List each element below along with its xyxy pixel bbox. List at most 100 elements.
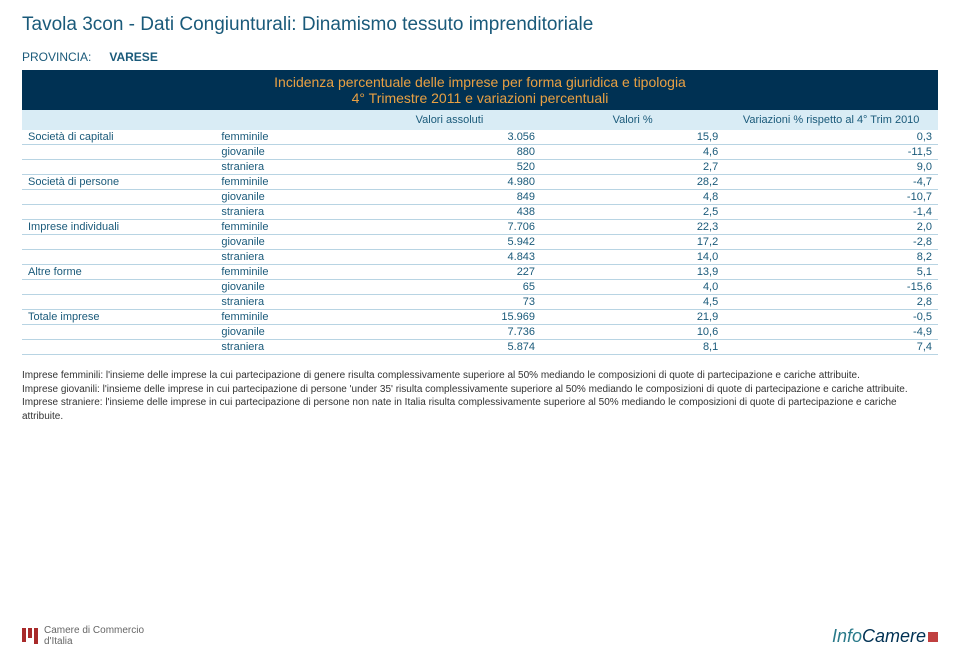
- cell-percent: 4,8: [541, 190, 724, 205]
- cell-category: [22, 280, 215, 295]
- cell-percent: 10,6: [541, 325, 724, 340]
- cell-category: [22, 340, 215, 355]
- cell-subcategory: giovanile: [215, 145, 357, 160]
- cell-category: [22, 160, 215, 175]
- cell-category: Totale imprese: [22, 310, 215, 325]
- table-row: Altre formefemminile22713,95,1: [22, 265, 938, 280]
- table-row: straniera4382,5-1,4: [22, 205, 938, 220]
- cell-absolute: 7.736: [358, 325, 541, 340]
- page-footer: Camere di Commercio d'Italia InfoCamere: [22, 625, 938, 647]
- cell-subcategory: giovanile: [215, 280, 357, 295]
- table-row: straniera5.8748,17,4: [22, 340, 938, 355]
- logo-right-camere: Camere: [862, 626, 926, 646]
- col-header-absolute: Valori assoluti: [358, 110, 541, 130]
- page-title: Tavola 3con - Dati Congiunturali: Dinami…: [22, 14, 938, 36]
- cell-absolute: 65: [358, 280, 541, 295]
- table-row: straniera5202,79,0: [22, 160, 938, 175]
- cell-variation: -4,7: [724, 175, 938, 190]
- footnotes: Imprese femminili: l'insieme delle impre…: [22, 369, 938, 423]
- cell-absolute: 15.969: [358, 310, 541, 325]
- table-subheading: Incidenza percentuale delle imprese per …: [22, 70, 938, 110]
- cell-absolute: 5.874: [358, 340, 541, 355]
- logo-infocamere: InfoCamere: [832, 626, 938, 647]
- province-label: PROVINCIA:: [22, 50, 91, 64]
- col-header-percent: Valori %: [541, 110, 724, 130]
- logo-left-line1: Camere di Commercio: [44, 625, 144, 636]
- cell-absolute: 73: [358, 295, 541, 310]
- cell-subcategory: straniera: [215, 205, 357, 220]
- cell-variation: 9,0: [724, 160, 938, 175]
- cell-category: [22, 325, 215, 340]
- cell-variation: 7,4: [724, 340, 938, 355]
- col-header-category: [22, 110, 215, 130]
- table-body: Società di capitalifemminile3.05615,90,3…: [22, 130, 938, 355]
- cell-subcategory: femminile: [215, 265, 357, 280]
- table-row: Società di capitalifemminile3.05615,90,3: [22, 130, 938, 145]
- cell-subcategory: femminile: [215, 130, 357, 145]
- cell-variation: 2,0: [724, 220, 938, 235]
- cell-percent: 4,6: [541, 145, 724, 160]
- cell-category: Imprese individuali: [22, 220, 215, 235]
- cell-variation: 8,2: [724, 250, 938, 265]
- cell-percent: 8,1: [541, 340, 724, 355]
- cell-variation: 5,1: [724, 265, 938, 280]
- cell-subcategory: giovanile: [215, 325, 357, 340]
- table-row: giovanile7.73610,6-4,9: [22, 325, 938, 340]
- cell-percent: 13,9: [541, 265, 724, 280]
- cell-variation: 0,3: [724, 130, 938, 145]
- cell-variation: -4,9: [724, 325, 938, 340]
- footnote-straniere: Imprese straniere: l'insieme delle impre…: [22, 396, 938, 423]
- col-header-subcategory: [215, 110, 357, 130]
- table-row: Imprese individualifemminile7.70622,32,0: [22, 220, 938, 235]
- cell-subcategory: giovanile: [215, 235, 357, 250]
- table-row: straniera4.84314,08,2: [22, 250, 938, 265]
- cell-percent: 2,5: [541, 205, 724, 220]
- logo-bars-icon: [22, 628, 38, 644]
- table-row: Società di personefemminile4.98028,2-4,7: [22, 175, 938, 190]
- cell-variation: -11,5: [724, 145, 938, 160]
- province-value: VARESE: [109, 50, 157, 64]
- logo-square-icon: [928, 632, 938, 642]
- cell-percent: 21,9: [541, 310, 724, 325]
- table-row: Totale impresefemminile15.96921,9-0,5: [22, 310, 938, 325]
- footnote-giovanili: Imprese giovanili: l'insieme delle impre…: [22, 383, 938, 397]
- cell-category: [22, 235, 215, 250]
- subheading-line1: Incidenza percentuale delle imprese per …: [22, 74, 938, 90]
- cell-percent: 2,7: [541, 160, 724, 175]
- cell-absolute: 880: [358, 145, 541, 160]
- cell-variation: 2,8: [724, 295, 938, 310]
- cell-percent: 4,0: [541, 280, 724, 295]
- cell-percent: 4,5: [541, 295, 724, 310]
- subheading-line2: 4° Trimestre 2011 e variazioni percentua…: [22, 90, 938, 106]
- cell-subcategory: femminile: [215, 175, 357, 190]
- cell-absolute: 849: [358, 190, 541, 205]
- cell-absolute: 227: [358, 265, 541, 280]
- cell-subcategory: straniera: [215, 295, 357, 310]
- logo-left-line2: d'Italia: [44, 636, 144, 647]
- cell-subcategory: femminile: [215, 310, 357, 325]
- table-header-row: Valori assoluti Valori % Variazioni % ri…: [22, 110, 938, 130]
- cell-absolute: 3.056: [358, 130, 541, 145]
- col-header-variation: Variazioni % rispetto al 4° Trim 2010: [724, 110, 938, 130]
- cell-subcategory: giovanile: [215, 190, 357, 205]
- cell-category: [22, 145, 215, 160]
- footnote-femminili: Imprese femminili: l'insieme delle impre…: [22, 369, 938, 383]
- cell-subcategory: straniera: [215, 340, 357, 355]
- cell-category: [22, 250, 215, 265]
- table-row: giovanile8804,6-11,5: [22, 145, 938, 160]
- cell-category: [22, 190, 215, 205]
- cell-variation: -1,4: [724, 205, 938, 220]
- cell-subcategory: straniera: [215, 160, 357, 175]
- cell-percent: 15,9: [541, 130, 724, 145]
- province-row: PROVINCIA: VARESE: [22, 50, 938, 64]
- cell-absolute: 7.706: [358, 220, 541, 235]
- cell-variation: -10,7: [724, 190, 938, 205]
- cell-subcategory: straniera: [215, 250, 357, 265]
- cell-variation: -15,6: [724, 280, 938, 295]
- cell-variation: -2,8: [724, 235, 938, 250]
- cell-category: [22, 295, 215, 310]
- cell-category: Società di persone: [22, 175, 215, 190]
- cell-category: Altre forme: [22, 265, 215, 280]
- cell-percent: 14,0: [541, 250, 724, 265]
- logo-right-info: Info: [832, 626, 862, 646]
